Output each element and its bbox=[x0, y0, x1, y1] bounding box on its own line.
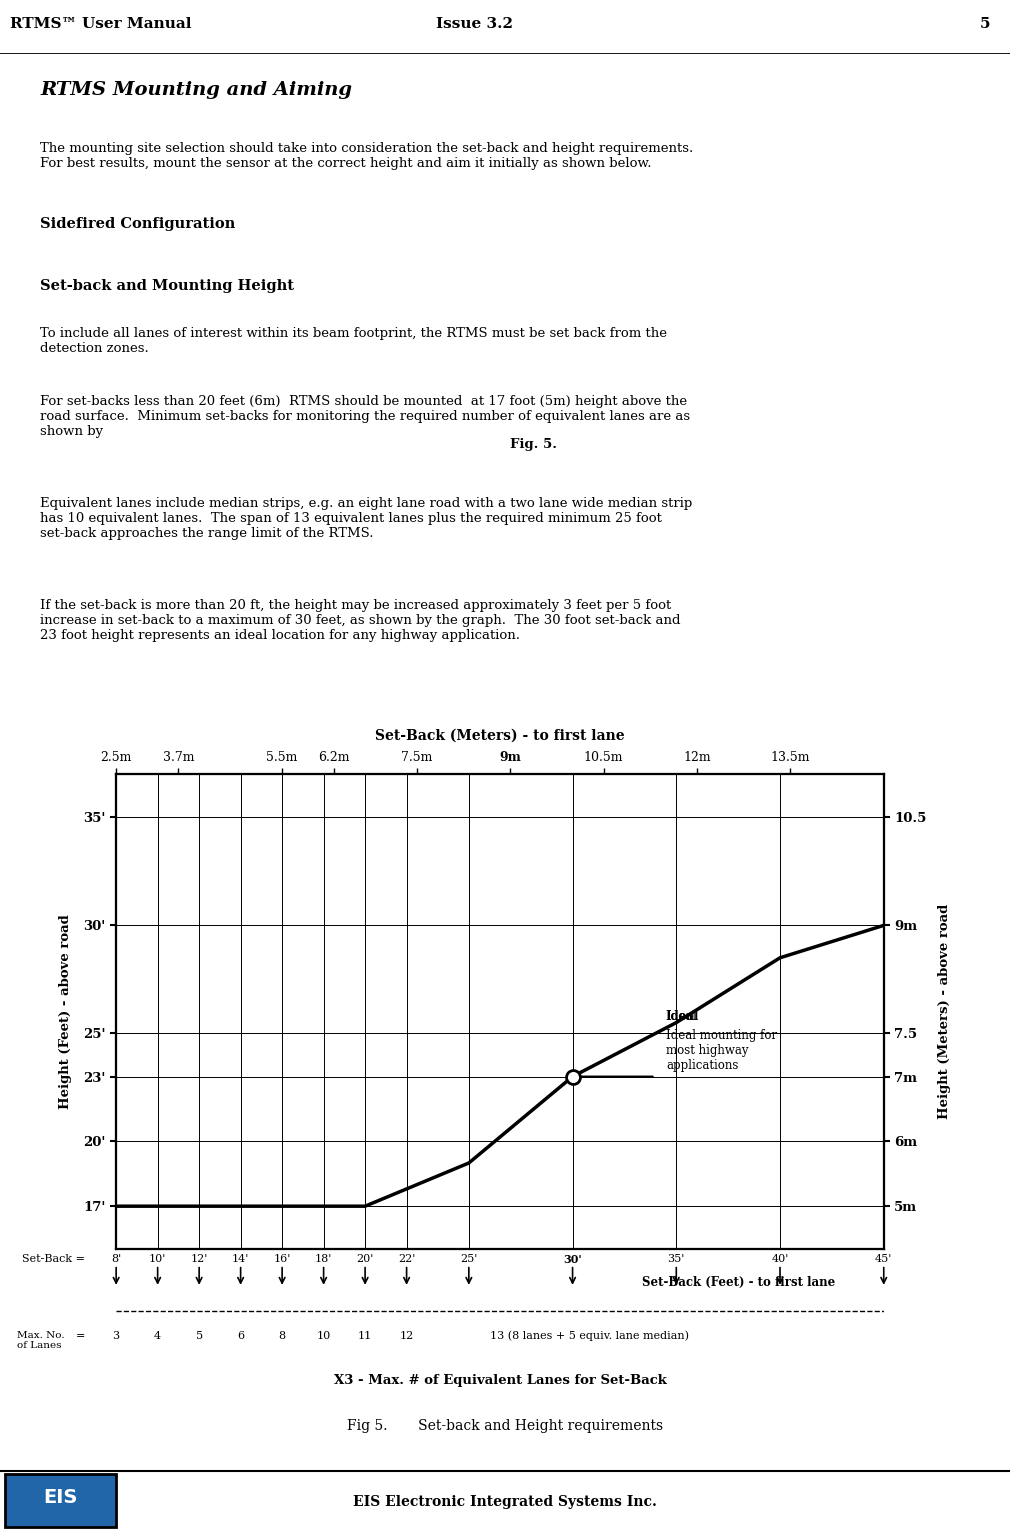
Text: EIS Electronic Integrated Systems Inc.: EIS Electronic Integrated Systems Inc. bbox=[354, 1495, 656, 1508]
Text: 35': 35' bbox=[668, 1254, 685, 1265]
Text: 10': 10' bbox=[148, 1254, 167, 1265]
Text: Ideal mounting for
most highway
applications: Ideal mounting for most highway applicat… bbox=[666, 1029, 777, 1072]
Text: 25': 25' bbox=[461, 1254, 478, 1265]
Text: Ideal: Ideal bbox=[666, 1010, 699, 1023]
Text: 11: 11 bbox=[358, 1331, 373, 1341]
Text: Fig. 5.: Fig. 5. bbox=[510, 438, 558, 451]
Text: Set-Back (Feet) - to first lane: Set-Back (Feet) - to first lane bbox=[642, 1275, 835, 1288]
Text: 14': 14' bbox=[232, 1254, 249, 1265]
Text: 4: 4 bbox=[155, 1331, 162, 1341]
Text: 8': 8' bbox=[111, 1254, 121, 1265]
Text: Max. No.
of Lanes: Max. No. of Lanes bbox=[16, 1331, 65, 1351]
Text: For set-backs less than 20 feet (6m)  RTMS should be mounted  at 17 foot (5m) he: For set-backs less than 20 feet (6m) RTM… bbox=[40, 394, 691, 438]
Text: Ideal: Ideal bbox=[666, 1010, 696, 1023]
Text: Equivalent lanes include median strips, e.g. an eight lane road with a two lane : Equivalent lanes include median strips, … bbox=[40, 497, 693, 540]
Text: 3: 3 bbox=[112, 1331, 120, 1341]
Text: RTMS™ User Manual: RTMS™ User Manual bbox=[10, 17, 192, 31]
Text: 6: 6 bbox=[237, 1331, 244, 1341]
Text: If the set-back is more than 20 ft, the height may be increased approximately 3 : If the set-back is more than 20 ft, the … bbox=[40, 599, 681, 642]
Text: 22': 22' bbox=[398, 1254, 415, 1265]
Text: RTMS Mounting and Aiming: RTMS Mounting and Aiming bbox=[40, 81, 352, 100]
Text: 8: 8 bbox=[279, 1331, 286, 1341]
Text: 16': 16' bbox=[274, 1254, 291, 1265]
FancyBboxPatch shape bbox=[5, 1473, 116, 1527]
Text: Set-Back =: Set-Back = bbox=[22, 1254, 85, 1265]
Text: The mounting site selection should take into consideration the set-back and heig: The mounting site selection should take … bbox=[40, 143, 694, 170]
Text: 20': 20' bbox=[357, 1254, 374, 1265]
Text: Fig 5.       Set-back and Height requirements: Fig 5. Set-back and Height requirements bbox=[347, 1418, 663, 1433]
Text: 12': 12' bbox=[191, 1254, 208, 1265]
Text: 10: 10 bbox=[316, 1331, 330, 1341]
Y-axis label: Height (Meters) - above road: Height (Meters) - above road bbox=[937, 904, 950, 1119]
Text: 12: 12 bbox=[400, 1331, 414, 1341]
Y-axis label: Height (Feet) - above road: Height (Feet) - above road bbox=[60, 914, 72, 1110]
Text: 13 (8 lanes + 5 equiv. lane median): 13 (8 lanes + 5 equiv. lane median) bbox=[490, 1331, 689, 1341]
Text: 45': 45' bbox=[875, 1254, 893, 1265]
Text: 5: 5 bbox=[980, 17, 990, 31]
Text: =: = bbox=[76, 1331, 85, 1341]
Text: 30': 30' bbox=[564, 1254, 582, 1265]
X-axis label: Set-Back (Meters) - to first lane: Set-Back (Meters) - to first lane bbox=[375, 728, 625, 742]
Text: Set-back and Mounting Height: Set-back and Mounting Height bbox=[40, 279, 294, 293]
Text: 18': 18' bbox=[315, 1254, 332, 1265]
Text: Sidefired Configuration: Sidefired Configuration bbox=[40, 218, 235, 231]
Text: EIS: EIS bbox=[43, 1487, 78, 1507]
Text: Issue 3.2: Issue 3.2 bbox=[436, 17, 513, 31]
Text: 40': 40' bbox=[772, 1254, 789, 1265]
Text: X3 - Max. # of Equivalent Lanes for Set-Back: X3 - Max. # of Equivalent Lanes for Set-… bbox=[333, 1375, 667, 1387]
Text: 5: 5 bbox=[196, 1331, 203, 1341]
Text: To include all lanes of interest within its beam footprint, the RTMS must be set: To include all lanes of interest within … bbox=[40, 327, 668, 354]
